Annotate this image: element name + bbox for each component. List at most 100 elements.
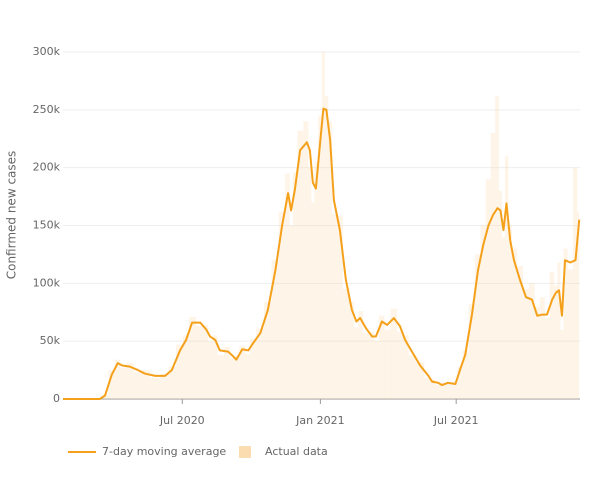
actual-bar (451, 381, 458, 399)
actual-bar (444, 383, 452, 399)
actual-bar (332, 213, 337, 399)
actual-bar (321, 52, 325, 399)
actual-bar (168, 366, 176, 399)
actual-bar (390, 308, 397, 399)
actual-bar (567, 269, 573, 399)
actual-bar (495, 95, 499, 399)
actual-bar (336, 216, 343, 399)
actual-bar (435, 385, 441, 399)
actual-bar (402, 335, 409, 399)
actual-bar (374, 341, 379, 399)
actual-bar (577, 211, 580, 399)
legend-swatch (239, 446, 251, 458)
actual-bar (549, 271, 555, 399)
actual-bar (203, 324, 209, 399)
actual-bar (278, 211, 286, 399)
actual-bar (183, 335, 190, 399)
actual-bar (223, 346, 230, 399)
actual-bar (554, 285, 558, 399)
actual-bar (292, 172, 298, 399)
y-tick-label: 100k (33, 276, 61, 289)
y-tick-label: 200k (33, 161, 61, 174)
x-tick-label: Jul 2021 (433, 414, 479, 427)
x-tick-label: Jan 2021 (295, 414, 344, 427)
actual-bar (430, 379, 436, 399)
actual-bar (196, 326, 204, 399)
actual-bar (480, 225, 486, 399)
actual-bar (512, 248, 517, 399)
actual-bar (297, 130, 304, 400)
actual-bar (250, 338, 257, 399)
actual-bar (354, 327, 359, 399)
actual-bar (150, 378, 161, 399)
actual-bar (498, 190, 502, 399)
actual-bar (126, 363, 134, 399)
actual-bar (560, 329, 564, 399)
actual-bar (239, 345, 246, 399)
legend-label: 7-day moving average (102, 445, 226, 458)
actual-bar (189, 316, 197, 399)
y-tick-label: 0 (53, 392, 60, 405)
y-axis-label: Confirmed new cases (5, 151, 19, 280)
actual-bar (378, 315, 385, 399)
actual-bar (416, 361, 425, 399)
actual-bar (160, 373, 169, 399)
actual-bar (396, 331, 403, 399)
actual-bar (544, 318, 550, 399)
actual-bar (208, 341, 213, 399)
actual-bar (384, 329, 391, 399)
y-tick-label: 150k (33, 219, 61, 232)
legend-label: Actual data (265, 445, 328, 458)
actual-bar (271, 260, 279, 399)
actual-bar (102, 394, 109, 399)
actual-bar (440, 382, 445, 399)
actual-bar (508, 225, 513, 399)
actual-bar (141, 370, 151, 399)
actual-bar (468, 304, 475, 399)
actual-bar (457, 366, 463, 399)
actual-bar (264, 301, 272, 399)
x-tick-label: Jul 2020 (159, 414, 205, 427)
actual-bar (133, 372, 142, 399)
actual-bar (212, 335, 218, 399)
actual-bar (408, 355, 417, 399)
actual-bar (501, 237, 505, 399)
actual-bar (256, 328, 265, 399)
actual-bar (539, 297, 545, 399)
actual-bar (522, 289, 529, 399)
actual-bar (245, 353, 251, 399)
actual-bar (289, 225, 293, 399)
actual-bar (557, 262, 561, 399)
actual-bar (485, 179, 491, 399)
actual-bar (358, 311, 364, 399)
actual-bar (314, 161, 319, 399)
actual-bar (528, 283, 535, 399)
actual-bar (563, 248, 568, 399)
y-tick-label: 50k (40, 334, 61, 347)
actual-bar (363, 333, 370, 399)
y-tick-label: 250k (33, 103, 61, 116)
actual-bar (516, 265, 523, 399)
actual-bar (120, 367, 127, 399)
actual-bar (348, 301, 355, 399)
actual-bar (572, 167, 578, 399)
actual-bar (474, 254, 481, 399)
actual-bar (303, 121, 309, 400)
actual-bar (534, 306, 540, 399)
actual-bar (175, 344, 184, 399)
actual-bar (114, 359, 121, 399)
actual-bar (462, 350, 469, 399)
actual-bar (285, 173, 290, 399)
actual-bar (229, 358, 235, 399)
actual-bar (342, 289, 349, 399)
actual-bar (108, 370, 115, 399)
actual-bar (369, 331, 375, 399)
actual-bar (311, 202, 315, 399)
actual-bar (328, 121, 333, 400)
actual-bar (234, 356, 240, 399)
actual-bar (308, 167, 312, 399)
actual-bar (504, 156, 509, 399)
actual-bar (324, 95, 329, 399)
actual-bar (424, 378, 431, 399)
